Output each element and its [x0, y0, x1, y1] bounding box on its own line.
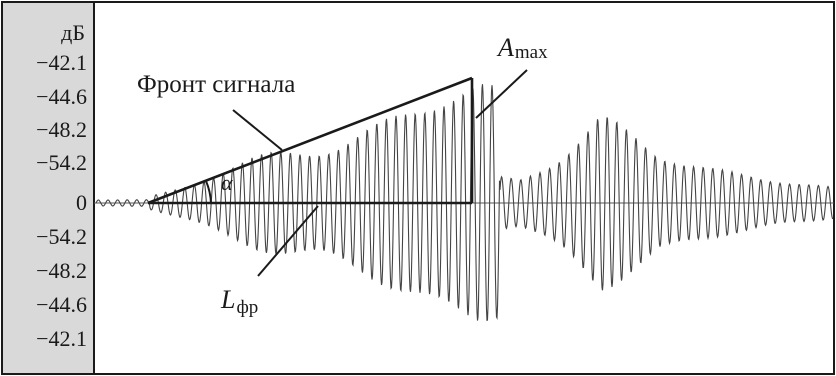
axis-ticks: −42.1 −44.6 −48.2 −54.2 0 −54.2 −48.2 −44.6 −42.…	[36, 50, 87, 351]
axis-tick-label: −54.2	[36, 150, 87, 175]
lfr-label-sub: фр	[236, 297, 258, 318]
amax-label-main: A	[496, 33, 514, 62]
axis-tick-label: −42.1	[36, 50, 87, 75]
lfr-label: Lфр	[220, 285, 258, 318]
front-leader-line	[232, 109, 283, 151]
axis-unit-label: дБ	[61, 20, 85, 45]
axis-tick-label: 0	[76, 190, 87, 215]
signal-waveform	[95, 84, 834, 321]
axis-tick-label: −54.2	[36, 224, 87, 249]
signal-front-line	[147, 76, 473, 205]
angle-label: α	[221, 170, 233, 195]
amax-label-sub: max	[515, 42, 548, 63]
amax-leader-line	[475, 69, 528, 119]
angle-arc	[205, 180, 212, 204]
amax-label: Amax	[496, 33, 548, 63]
axis-tick-label: −48.2	[36, 258, 87, 283]
lfr-leader-line	[257, 205, 319, 277]
lfr-label-main: L	[220, 285, 235, 314]
axis-tick-label: −42.1	[36, 326, 87, 351]
axis-tick-label: −44.6	[36, 292, 87, 317]
front-label: Фронт сигнала	[137, 71, 295, 98]
axis-tick-label: −44.6	[36, 84, 87, 109]
axis-tick-label: −48.2	[36, 117, 87, 142]
axis-label-panel	[2, 2, 94, 374]
